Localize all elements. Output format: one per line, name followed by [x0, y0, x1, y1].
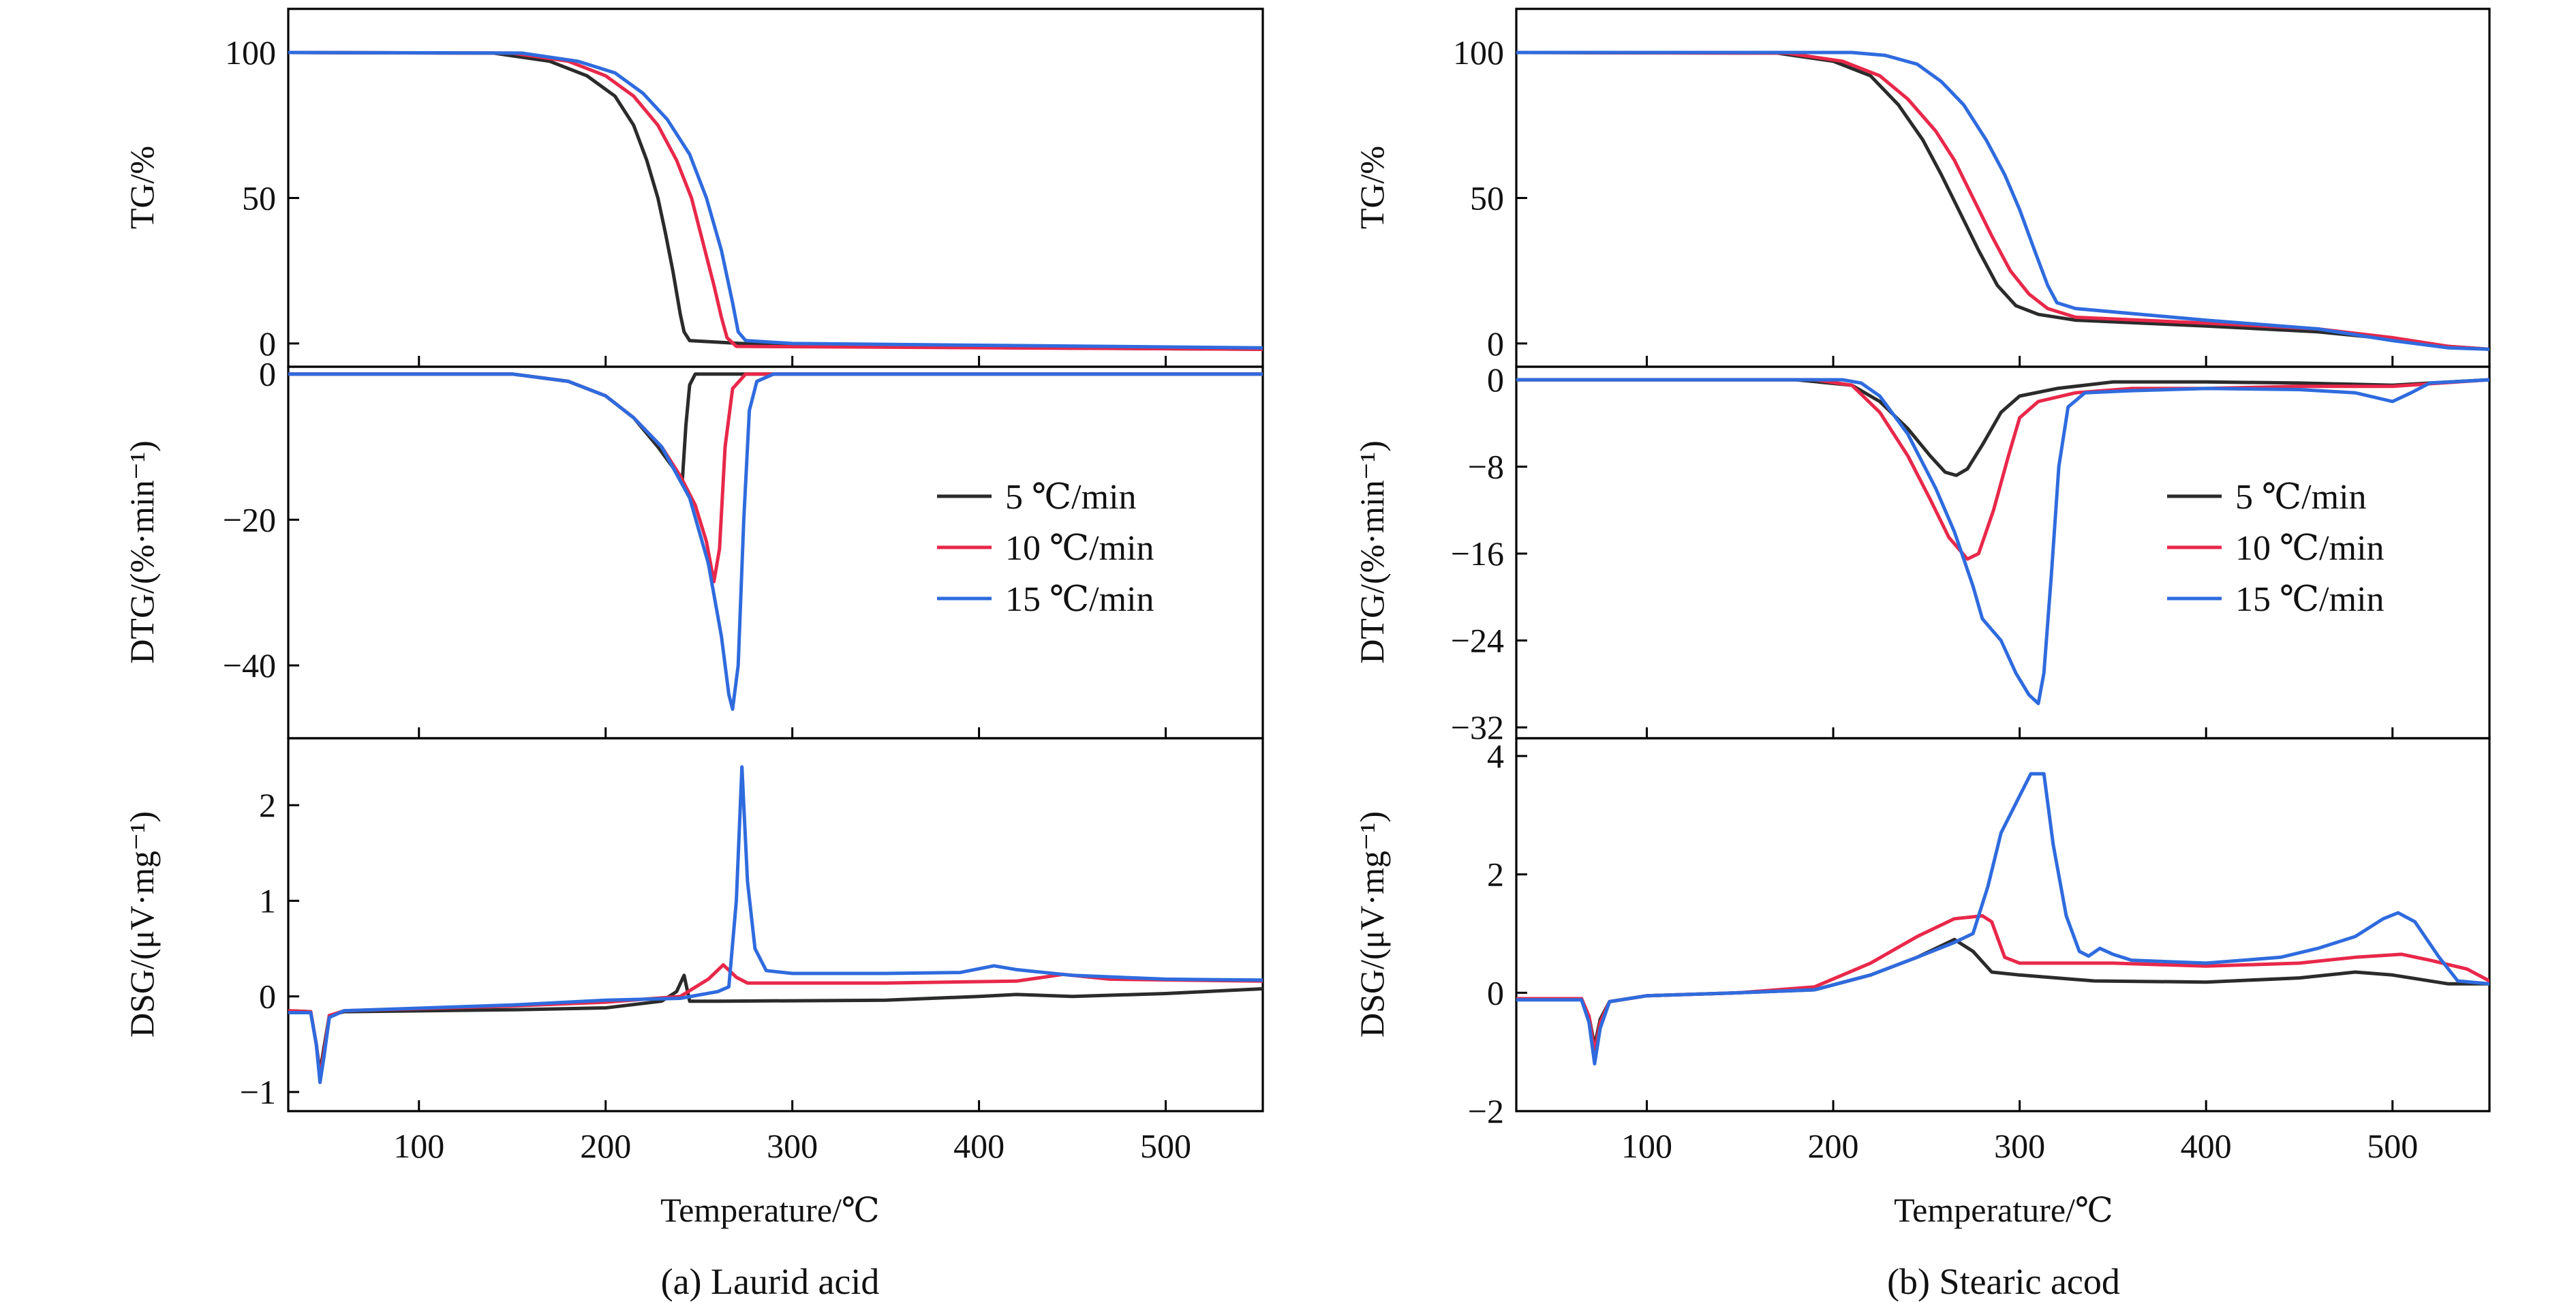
xlabel-a: Temperature/℃: [660, 1191, 880, 1229]
y-tick-label: 4: [1487, 737, 1504, 775]
legend-label-a-2: 15 ℃/min: [1005, 580, 1154, 619]
legend-label-a-1: 10 ℃/min: [1005, 529, 1154, 568]
y-tick-label: 0: [259, 324, 276, 363]
panel-a-dsg-marks: −1 0 1 2 100 200 300 400 500: [240, 765, 1263, 1165]
ylabel-b-dtg: DTG/(%·min⁻¹): [1353, 440, 1391, 663]
x-tick-label: 400: [2181, 1127, 2232, 1165]
x-tick-label: 100: [393, 1127, 444, 1165]
panel-b-dtg-series: [1516, 378, 2489, 706]
panel-b-tg-series: [1516, 50, 2489, 351]
ylabel-a-dsg: DSG/(μV·mg⁻¹): [123, 811, 161, 1038]
panel-frame: [287, 737, 1264, 1112]
y-tick-label: 2: [1487, 856, 1504, 894]
series-line-blue: [288, 372, 1263, 711]
series-line-red: [1516, 50, 2489, 351]
panel-a-tg-marks: 0 50 100: [225, 33, 1263, 367]
legend-label-b-0: 5 ℃/min: [2235, 478, 2367, 517]
panel-a-tg: TG/%: [123, 7, 1264, 368]
panel-a-dsg-series: [288, 765, 1263, 1085]
panel-b-tg-marks: 0 50 100: [1453, 33, 2489, 367]
series-line-red: [288, 963, 1263, 1080]
series-line-black: [288, 50, 1263, 351]
panel-a-dtg-series: [288, 372, 1263, 711]
y-tick-label: 0: [1487, 361, 1504, 399]
x-tick-label: 300: [1994, 1127, 2045, 1165]
panel-frame: [1515, 7, 2491, 368]
legend-label-b-1: 10 ℃/min: [2235, 529, 2385, 568]
panel-a-dsg: DSG/(μV·mg⁻¹): [123, 737, 1264, 1112]
panel-a-dtg-marks: 0 −20 −40: [223, 355, 1263, 738]
legend-label-a-0: 5 ℃/min: [1005, 478, 1137, 517]
panel-b-dsg: DSG/(μV·mg⁻¹): [1353, 737, 2491, 1112]
x-tick-label: 300: [767, 1127, 818, 1165]
y-tick-label: −32: [1451, 708, 1504, 746]
x-tick-label: 400: [953, 1127, 1005, 1165]
y-tick-label: −40: [223, 646, 276, 684]
y-tick-label: −2: [1468, 1092, 1504, 1130]
y-tick-label: 100: [225, 33, 276, 72]
y-tick-label: 0: [1487, 973, 1504, 1012]
x-tick-label: 200: [1808, 1127, 1859, 1165]
panel-b-dsg-marks: −2 0 2 4 100 200 300 400 500: [1468, 737, 2489, 1165]
series-line-blue: [1516, 378, 2489, 706]
series-line-blue: [1516, 50, 2489, 351]
y-tick-label: −1: [240, 1073, 276, 1111]
y-tick-label: 50: [242, 179, 276, 217]
x-tick-label: 500: [2367, 1127, 2418, 1165]
y-tick-label: −8: [1468, 448, 1504, 486]
series-line-black: [288, 372, 1263, 485]
y-tick-label: −24: [1451, 622, 1504, 660]
ylabel-b-dsg: DSG/(μV·mg⁻¹): [1353, 811, 1391, 1038]
panel-b-dsg-series: [1516, 772, 2489, 1065]
panel-b-dtg-marks: 0 −8 −16 −24 −32: [1451, 361, 2489, 746]
series-line-black: [1516, 50, 2489, 351]
legend-a: 5 ℃/min 10 ℃/min 15 ℃/min: [937, 478, 1154, 619]
legend-b: 5 ℃/min 10 ℃/min 15 ℃/min: [2167, 478, 2385, 619]
x-tick-label: 100: [1621, 1127, 1672, 1165]
ylabel-b-tg: TG/%: [1353, 146, 1391, 229]
x-tick-label: 200: [580, 1127, 631, 1165]
caption-a: (a) Laurid acid: [661, 1261, 880, 1302]
caption-b: (b) Stearic acod: [1887, 1261, 2120, 1302]
y-tick-label: 1: [259, 881, 276, 920]
y-tick-label: −16: [1451, 534, 1504, 573]
y-tick-label: 100: [1453, 33, 1504, 72]
ylabel-a-tg: TG/%: [123, 146, 161, 229]
legend-label-b-2: 15 ℃/min: [2235, 580, 2385, 619]
panel-frame: [287, 7, 1264, 368]
chart-b: TG/% DTG/(%·min⁻¹) DSG/(μV·mg⁻¹) Tempera…: [1353, 7, 2491, 1302]
y-tick-label: 0: [259, 978, 276, 1016]
y-tick-label: 0: [259, 355, 276, 393]
panel-a-tg-series: [288, 50, 1263, 351]
series-line-red: [1516, 914, 2489, 1054]
xlabel-b: Temperature/℃: [1894, 1191, 2113, 1229]
y-tick-label: 2: [259, 786, 276, 824]
series-line-red: [288, 50, 1263, 351]
series-line-blue: [288, 765, 1263, 1085]
x-tick-label: 500: [1140, 1127, 1191, 1165]
series-line-blue: [288, 50, 1263, 350]
y-tick-label: 0: [1487, 324, 1504, 363]
panel-b-tg: TG/%: [1353, 7, 2491, 368]
series-line-black: [288, 973, 1263, 1075]
panel-frame: [1515, 737, 2491, 1112]
series-line-blue: [1516, 772, 2489, 1065]
y-tick-label: −20: [223, 500, 276, 539]
chart-a: TG/% DTG/(%·min⁻¹) DSG/(μV·mg⁻¹) Tempera…: [123, 7, 1264, 1302]
y-tick-label: 50: [1470, 179, 1504, 217]
ylabel-a-dtg: DTG/(%·min⁻¹): [123, 440, 161, 663]
series-line-black: [1516, 378, 2489, 477]
